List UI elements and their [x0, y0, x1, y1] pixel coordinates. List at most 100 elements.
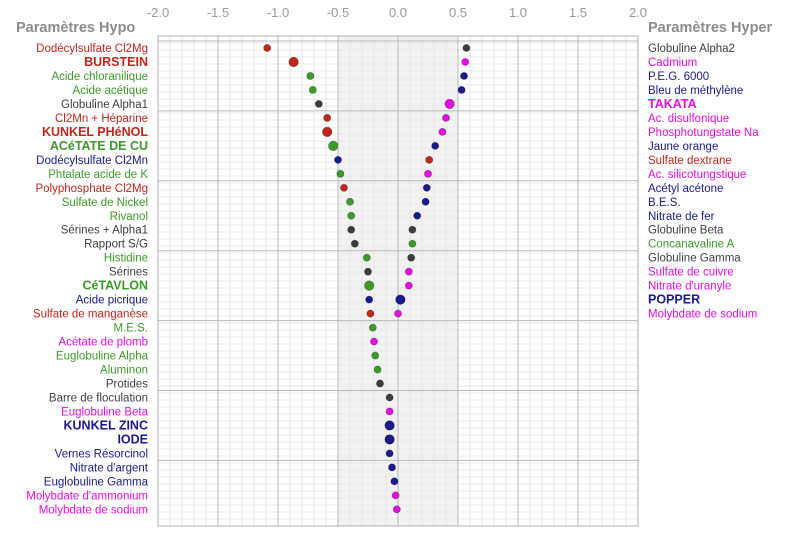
left-data-point	[391, 491, 400, 500]
left-data-point	[340, 183, 348, 192]
right-parameter-label: Sulfate de cuivre	[648, 267, 734, 279]
x-tick-label: -1.5	[207, 5, 229, 20]
left-data-point	[385, 393, 394, 402]
right-parameter-label: Bleu de méthylène	[648, 85, 743, 97]
left-parameter-label: CéTAVLON	[82, 279, 148, 293]
right-data-point	[442, 114, 450, 122]
left-parameter-label: Acide chloranilique	[51, 71, 148, 83]
right-parameter-label: P.E.G. 6000	[648, 71, 709, 83]
right-data-point	[424, 169, 432, 178]
left-parameter-label: Aluminon	[100, 365, 148, 377]
left-parameter-label: Molybdate de sodium	[39, 504, 148, 516]
right-parameter-label: Acétyl acétone	[648, 183, 723, 195]
left-data-point	[392, 505, 401, 514]
left-data-point	[334, 155, 342, 164]
x-tick-label: -0.5	[327, 5, 349, 20]
left-data-point	[346, 197, 354, 206]
left-data-point	[314, 100, 323, 108]
left-data-point	[347, 211, 356, 220]
left-parameter-label: Protides	[106, 379, 148, 391]
right-parameter-label: Cadmium	[648, 57, 697, 69]
x-tick-label: 1.5	[569, 5, 587, 20]
right-parameter-label: Phosphotungstate Na	[648, 127, 759, 139]
right-data-point	[460, 72, 468, 80]
right-parameter-label: Concanavaline A	[648, 239, 735, 251]
right-data-point	[408, 225, 417, 234]
right-data-point	[425, 155, 434, 164]
right-data-point	[462, 44, 471, 52]
left-parameter-label: Vernes Résorcinol	[55, 448, 148, 460]
left-data-point	[385, 407, 394, 416]
left-parameter-label: Rivanol	[110, 211, 148, 223]
right-parameter-label: Ac. silicotungstique	[648, 169, 746, 181]
right-data-point	[438, 127, 447, 136]
right-parameter-label: Nitrate d'uranyle	[648, 281, 731, 293]
right-data-point	[421, 197, 430, 206]
left-parameter-label: IODE	[117, 432, 148, 446]
left-data-point	[384, 434, 395, 445]
left-data-point	[323, 114, 332, 122]
left-parameter-label: M.E.S.	[113, 323, 148, 335]
right-data-point	[444, 98, 455, 110]
left-parameter-label: Euglobuline Beta	[61, 406, 149, 418]
left-data-point	[376, 379, 384, 388]
left-data-point	[362, 253, 371, 262]
left-data-point	[328, 140, 339, 151]
right-parameter-label: Globuline Gamma	[648, 253, 741, 265]
right-parameter-label: Molybdate de sodium	[648, 309, 757, 321]
right-data-point	[431, 141, 440, 150]
left-parameter-label: Barre de floculation	[49, 393, 148, 405]
right-parameter-label: Nitrate de fer	[648, 211, 715, 223]
right-data-point	[457, 86, 466, 94]
right-parameter-label: B.E.S.	[648, 197, 681, 209]
right-data-point	[408, 239, 417, 248]
left-data-point	[385, 449, 394, 458]
left-data-point	[373, 365, 382, 374]
right-parameter-label: Sulfate dextrane	[648, 155, 732, 167]
left-parameter-label: Nitrate d'argent	[70, 462, 149, 474]
left-parameter-label: ACéTATE DE CU	[50, 139, 148, 153]
right-data-point	[461, 58, 470, 66]
left-data-point	[365, 295, 374, 304]
left-data-point	[366, 309, 375, 318]
left-data-point	[371, 351, 380, 360]
left-parameter-label: Molybdate d'ammonium	[26, 490, 148, 502]
left-data-point	[322, 126, 333, 137]
right-data-point	[422, 183, 431, 192]
left-data-point	[308, 86, 317, 94]
left-data-point	[384, 420, 395, 431]
x-tick-label: 2.0	[629, 5, 647, 20]
left-parameter-label: Euglobuline Alpha	[56, 351, 149, 363]
right-data-point	[404, 281, 413, 290]
left-data-point	[390, 477, 399, 486]
left-data-point	[336, 169, 345, 178]
x-tick-label: -2.0	[147, 5, 169, 20]
left-parameter-label: KUNKEL ZINC	[64, 418, 149, 432]
left-data-point	[388, 463, 396, 472]
right-parameter-label: Jaune orange	[648, 141, 718, 153]
left-parameter-label: Acide acétique	[73, 85, 148, 97]
left-data-point	[263, 44, 272, 52]
left-parameter-label: Cl2Mn + Héparine	[55, 113, 148, 125]
right-parameter-label: Ac. disulfonique	[648, 113, 729, 125]
left-parameter-label: Acide picrique	[76, 295, 148, 307]
left-parameter-label: Globuline Alpha1	[61, 99, 148, 111]
left-data-point	[350, 239, 359, 248]
right-data-point	[413, 211, 422, 220]
left-parameter-label: Sulfate de Nickel	[62, 197, 148, 209]
left-data-point	[347, 225, 356, 234]
left-parameter-label: BURSTEIN	[84, 55, 148, 69]
left-panel-header: Paramètres Hypo	[16, 20, 136, 36]
left-parameter-label: Dodécylsulfate Cl2Mg	[36, 43, 148, 55]
right-parameter-label: Globuline Alpha2	[648, 43, 735, 55]
left-parameter-label: Polyphosphate Cl2Mg	[35, 183, 148, 195]
x-tick-label: 1.0	[509, 5, 527, 20]
left-parameter-label: KUNKEL PHéNOL	[42, 125, 148, 139]
x-tick-label: -1.0	[267, 5, 289, 20]
left-data-point	[288, 56, 299, 68]
right-parameter-label: TAKATA	[648, 97, 697, 111]
x-tick-label: 0.0	[389, 5, 407, 20]
left-parameter-label: Histidine	[104, 253, 148, 265]
left-parameter-label: Sérines + Alpha1	[61, 225, 148, 237]
